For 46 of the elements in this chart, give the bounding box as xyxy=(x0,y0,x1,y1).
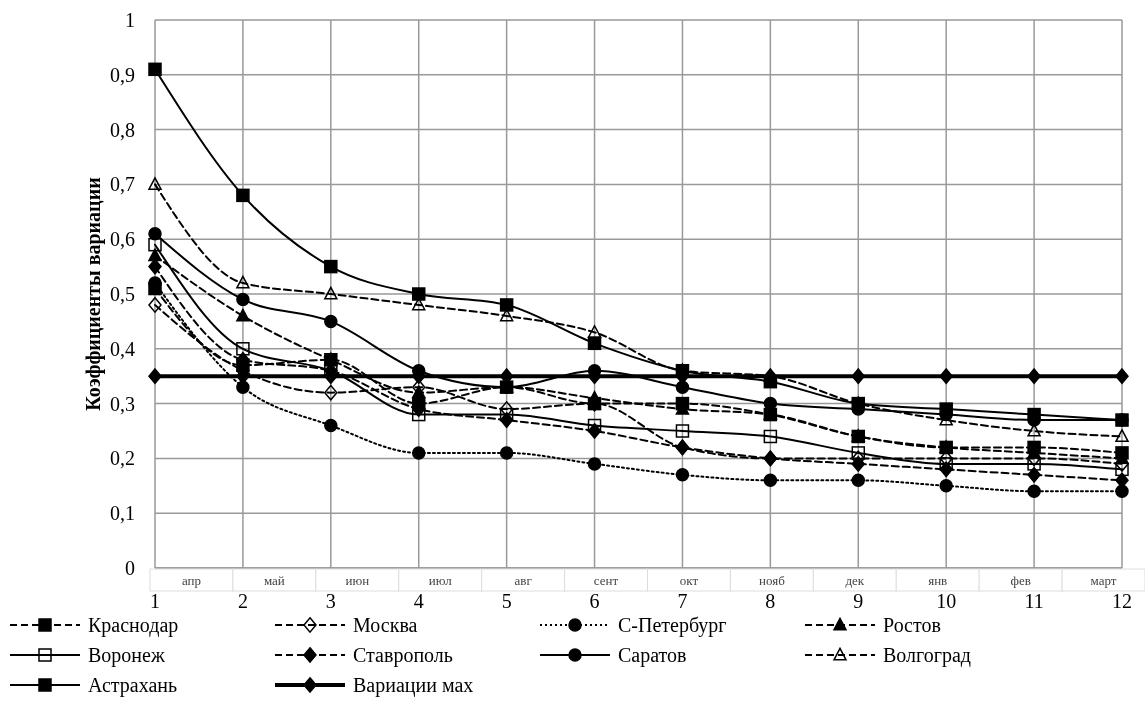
legend-label: Саратов xyxy=(618,644,687,667)
text: март xyxy=(1090,573,1117,588)
legend-label: Воронеж xyxy=(88,644,165,667)
text: окт xyxy=(679,573,699,588)
text: авг xyxy=(514,573,532,588)
y-tick-label: 0,4 xyxy=(110,337,135,360)
x-tick-label: 10 xyxy=(936,590,957,612)
legend-label: С-Петербург xyxy=(618,614,727,637)
text: фев xyxy=(1010,573,1031,588)
y-axis-title: Коэффициенты вариации xyxy=(82,177,105,411)
legend-label: Астрахань xyxy=(88,674,178,697)
text: апр xyxy=(181,573,201,588)
y-tick-label: 0,5 xyxy=(110,283,135,305)
y-tick-label: 0 xyxy=(125,557,135,579)
y-tick-label: 0,2 xyxy=(110,447,135,470)
y-tick-label: 1 xyxy=(125,9,135,31)
x-tick-label: 7 xyxy=(677,590,688,612)
y-tick-label: 0,8 xyxy=(110,118,135,141)
y-tick-label: 0,1 xyxy=(110,502,135,525)
y-tick-label: 0,9 xyxy=(110,63,135,86)
y-tick-label: 0,6 xyxy=(110,228,135,251)
x-tick-label: 2 xyxy=(237,590,248,612)
legend-label: Ростов xyxy=(883,614,941,636)
text: сент xyxy=(593,573,619,588)
x-tick-label: 3 xyxy=(325,590,336,612)
legend-label: Ставрополь xyxy=(353,644,453,667)
x-tick-label: 5 xyxy=(501,590,512,612)
x-tick-label: 12 xyxy=(1112,590,1132,612)
x-tick-label: 1 xyxy=(150,590,160,612)
x-tick-label: 11 xyxy=(1024,590,1044,612)
text: янв xyxy=(928,573,948,588)
legend-label: Вариации мах xyxy=(353,674,474,697)
text: май xyxy=(263,573,285,588)
y-tick-label: 0,3 xyxy=(110,392,135,415)
y-tick-label: 0,7 xyxy=(110,173,135,196)
x-tick-label: 8 xyxy=(765,590,776,612)
x-tick-label: 9 xyxy=(853,590,864,612)
text: нояб xyxy=(758,573,786,588)
x-tick-label: 4 xyxy=(413,590,424,612)
x-tick-label: 6 xyxy=(589,590,600,612)
legend-label: Краснодар xyxy=(88,614,179,637)
legend-label: Москва xyxy=(353,614,418,636)
text: дек xyxy=(845,573,865,588)
text: июн xyxy=(345,573,370,588)
text: июл xyxy=(428,573,453,588)
legend-label: Волгоград xyxy=(883,644,972,667)
